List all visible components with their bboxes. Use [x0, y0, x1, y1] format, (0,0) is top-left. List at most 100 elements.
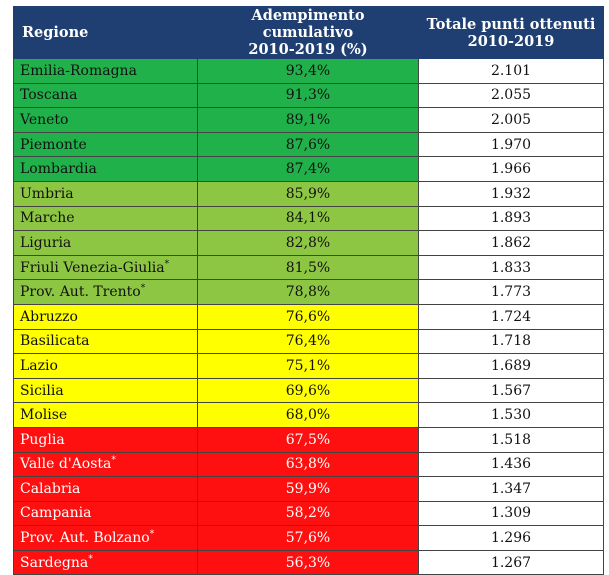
region-cell: Marche	[13, 205, 198, 232]
region-cell: Piemonte	[13, 131, 198, 158]
table-row: Campania 58,2% 1.309	[13, 500, 604, 527]
points-cell: 1.966	[418, 156, 604, 182]
region-cell: Prov. Aut. Trento*	[13, 279, 198, 305]
region-name: Piemonte	[20, 136, 87, 153]
points-cell: 1.689	[418, 353, 604, 379]
table-row: Prov. Aut. Bolzano* 57,6% 1.296	[13, 525, 604, 551]
table-row: Liguria 82,8% 1.862	[13, 230, 604, 256]
table-row: Puglia 67,5% 1.518	[13, 426, 604, 453]
region-cell: Toscana	[13, 82, 198, 109]
region-name: Veneto	[20, 111, 69, 128]
header-points: Totale punti ottenuti 2010-2019	[418, 6, 604, 59]
points-cell: 1.567	[418, 377, 604, 404]
percentage-cell: 84,1%	[197, 205, 419, 232]
table-row: Basilicata 76,4% 1.718	[13, 328, 604, 355]
region-cell: Sardegna*	[13, 549, 198, 575]
footnote-marker: *	[140, 283, 146, 294]
region-cell: Lazio	[13, 353, 198, 379]
region-name: Emilia-Romagna	[20, 62, 137, 79]
percentage-cell: 82,8%	[197, 230, 419, 256]
table-row: Sicilia 69,6% 1.567	[13, 377, 604, 404]
region-name: Toscana	[20, 87, 78, 104]
region-cell: Veneto	[13, 107, 198, 133]
footnote-marker: *	[149, 529, 155, 540]
region-name: Puglia	[20, 431, 65, 448]
percentage-cell: 76,6%	[197, 303, 419, 330]
percentage-cell: 75,1%	[197, 353, 419, 379]
points-cell: 1.724	[418, 303, 604, 330]
header-region: Regione	[13, 6, 198, 59]
table-header: Regione Adempimento cumulativo 2010-2019…	[13, 6, 604, 59]
region-name: Calabria	[20, 480, 81, 497]
percentage-cell: 78,8%	[197, 279, 419, 305]
table-row: Prov. Aut. Trento* 78,8% 1.773	[13, 279, 604, 305]
regions-table: Regione Adempimento cumulativo 2010-2019…	[13, 6, 604, 575]
region-name: Lazio	[20, 357, 58, 374]
region-cell: Molise	[13, 402, 198, 428]
region-cell: Lombardia	[13, 156, 198, 182]
region-name: Molise	[20, 407, 68, 424]
points-cell: 2.055	[418, 82, 604, 109]
region-name: Prov. Aut. Bolzano	[20, 530, 150, 547]
table-row: Valle d'Aosta* 63,8% 1.436	[13, 451, 604, 478]
table-row: Lombardia 87,4% 1.966	[13, 156, 604, 182]
region-name: Sicilia	[20, 382, 64, 399]
percentage-cell: 68,0%	[197, 402, 419, 428]
region-name: Campania	[20, 505, 92, 522]
points-cell: 1.267	[418, 549, 604, 575]
percentage-cell: 69,6%	[197, 377, 419, 404]
table-row: Piemonte 87,6% 1.970	[13, 131, 604, 158]
region-name: Umbria	[20, 185, 74, 202]
points-cell: 1.833	[418, 254, 604, 281]
table-row: Abruzzo 76,6% 1.724	[13, 303, 604, 330]
region-name: Abruzzo	[20, 308, 78, 325]
points-cell: 1.436	[418, 451, 604, 478]
region-name: Friuli Venezia-Giulia	[20, 259, 165, 276]
table-row: Umbria 85,9% 1.932	[13, 180, 604, 207]
points-cell: 1.893	[418, 205, 604, 232]
region-cell: Liguria	[13, 230, 198, 256]
points-cell: 1.862	[418, 230, 604, 256]
region-cell: Sicilia	[13, 377, 198, 404]
points-cell: 1.970	[418, 131, 604, 158]
table-row: Marche 84,1% 1.893	[13, 205, 604, 232]
percentage-cell: 59,9%	[197, 476, 419, 502]
table-row: Calabria 59,9% 1.347	[13, 476, 604, 502]
table-row: Veneto 89,1% 2.005	[13, 107, 604, 133]
points-cell: 1.296	[418, 525, 604, 551]
percentage-cell: 85,9%	[197, 180, 419, 207]
table-body: Emilia-Romagna 93,4% 2.101 Toscana 91,3% 2.05…	[13, 58, 604, 575]
points-cell: 1.309	[418, 500, 604, 527]
percentage-cell: 81,5%	[197, 254, 419, 281]
percentage-cell: 58,2%	[197, 500, 419, 527]
percentage-cell: 87,4%	[197, 156, 419, 182]
percentage-cell: 91,3%	[197, 82, 419, 109]
region-cell: Puglia	[13, 426, 198, 453]
percentage-cell: 89,1%	[197, 107, 419, 133]
region-cell: Basilicata	[13, 328, 198, 355]
footnote-marker: *	[111, 455, 116, 466]
table-row: Friuli Venezia-Giulia* 81,5% 1.833	[13, 254, 604, 281]
percentage-cell: 76,4%	[197, 328, 419, 355]
region-name: Prov. Aut. Trento	[20, 284, 141, 301]
region-name: Sardegna	[20, 554, 89, 571]
points-cell: 1.347	[418, 476, 604, 502]
percentage-cell: 87,6%	[197, 131, 419, 158]
percentage-cell: 57,6%	[197, 525, 419, 551]
region-name: Liguria	[20, 234, 72, 251]
region-name: Lombardia	[20, 161, 97, 178]
points-cell: 1.932	[418, 180, 604, 207]
points-cell: 2.101	[418, 58, 604, 84]
table-row: Emilia-Romagna 93,4% 2.101	[13, 58, 604, 84]
table-row: Molise 68,0% 1.530	[13, 402, 604, 428]
header-percentage: Adempimento cumulativo 2010-2019 (%)	[197, 6, 419, 59]
region-cell: Valle d'Aosta*	[13, 451, 198, 478]
region-name: Marche	[20, 210, 75, 227]
percentage-cell: 93,4%	[197, 58, 419, 84]
points-cell: 1.518	[418, 426, 604, 453]
region-cell: Emilia-Romagna	[13, 58, 198, 84]
region-cell: Umbria	[13, 180, 198, 207]
table-row: Sardegna* 56,3% 1.267	[13, 549, 604, 575]
region-cell: Calabria	[13, 476, 198, 502]
